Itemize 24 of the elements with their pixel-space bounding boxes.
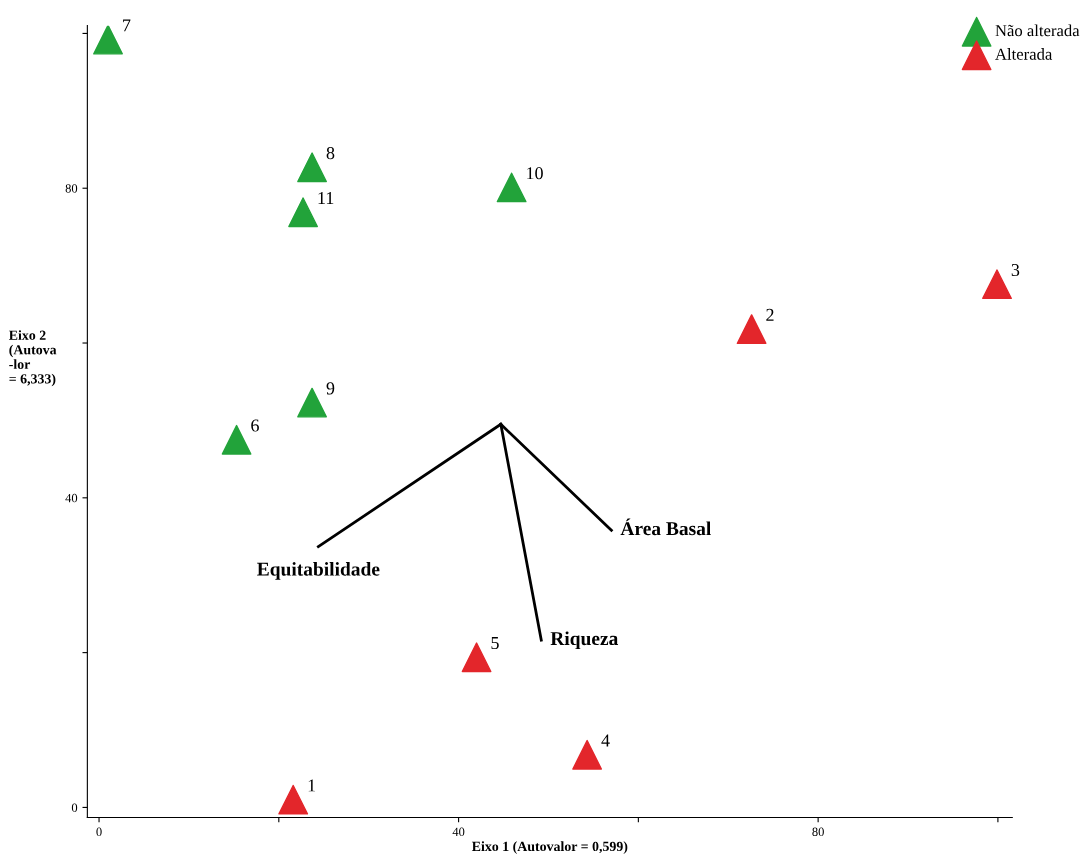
annotation: 4 — [601, 734, 610, 747]
x-tick-label: 80 — [812, 827, 824, 836]
y-tick-label: 0 — [71, 803, 78, 812]
annotation: 11 — [318, 191, 334, 204]
series-label: Área Basal — [620, 518, 711, 536]
y-tick-label: 40 — [65, 493, 78, 503]
annotation: 10 — [527, 167, 543, 180]
annotation: 9 — [326, 382, 335, 395]
series-label: Equitabilidade — [257, 562, 380, 580]
x-tick-label: 0 — [96, 827, 102, 836]
legend-label: Não alterada — [995, 24, 1080, 37]
x-axis-title: Eixo 1 (Autovalor = 0,599) — [471, 841, 628, 854]
annotation: 7 — [123, 19, 131, 32]
annotation: 8 — [326, 146, 335, 160]
series-label: Riqueza — [550, 631, 619, 650]
y-tick-label: 80 — [65, 184, 78, 193]
x-tick-label: 40 — [452, 827, 465, 836]
annotation: 2 — [766, 308, 774, 321]
annotation: 6 — [251, 419, 259, 432]
annotation: 1 — [308, 779, 316, 792]
annotation: 5 — [491, 637, 499, 650]
y-axis-title: Eixo 2 (Autova -lor = 6,333) — [8, 330, 57, 387]
annotation: 3 — [1011, 263, 1020, 277]
legend-label: Alterada — [995, 48, 1053, 60]
